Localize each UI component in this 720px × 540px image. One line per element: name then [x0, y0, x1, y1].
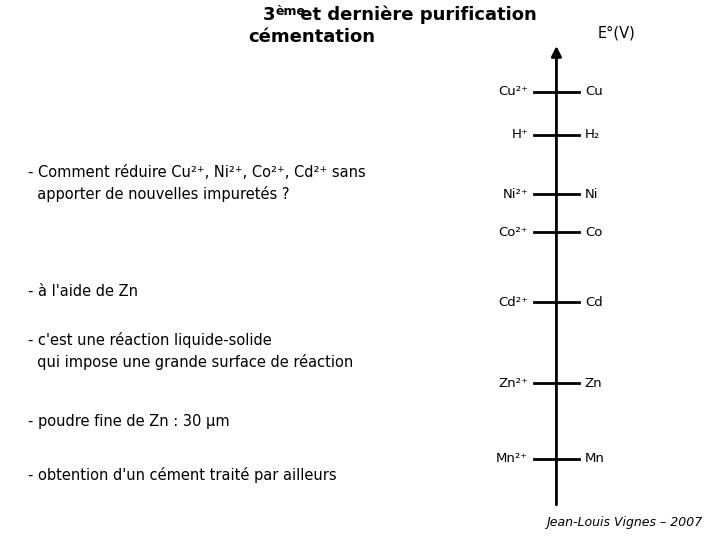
Text: ème: ème — [275, 5, 305, 18]
Text: Co: Co — [585, 226, 602, 239]
Text: Ni: Ni — [585, 188, 598, 201]
Text: H₂: H₂ — [585, 129, 600, 141]
Text: Cd²⁺: Cd²⁺ — [498, 296, 528, 309]
Text: Ni²⁺: Ni²⁺ — [503, 188, 528, 201]
Text: - Comment réduire Cu²⁺, Ni²⁺, Co²⁺, Cd²⁺ sans
  apporter de nouvelles impuretés : - Comment réduire Cu²⁺, Ni²⁺, Co²⁺, Cd²⁺… — [28, 165, 366, 202]
Text: Cu: Cu — [585, 85, 603, 98]
Text: cémentation: cémentation — [248, 28, 375, 46]
Text: Jean-Louis Vignes – 2007: Jean-Louis Vignes – 2007 — [546, 516, 702, 529]
Text: et dernière purification: et dernière purification — [294, 6, 537, 24]
Text: - obtention d'un cément traité par ailleurs: - obtention d'un cément traité par aille… — [28, 467, 337, 483]
Text: Co²⁺: Co²⁺ — [498, 226, 528, 239]
Text: 3: 3 — [263, 6, 275, 24]
Text: Cu²⁺: Cu²⁺ — [498, 85, 528, 98]
Text: Mn: Mn — [585, 453, 605, 465]
Text: H⁺: H⁺ — [511, 129, 528, 141]
Text: - à l'aide de Zn: - à l'aide de Zn — [28, 284, 138, 299]
Text: Cd: Cd — [585, 296, 603, 309]
Text: Zn²⁺: Zn²⁺ — [498, 377, 528, 390]
Text: - c'est une réaction liquide-solide
  qui impose une grande surface de réaction: - c'est une réaction liquide-solide qui … — [28, 332, 354, 370]
Text: Mn²⁺: Mn²⁺ — [496, 453, 528, 465]
Text: E°(V): E°(V) — [598, 25, 636, 40]
Text: - poudre fine de Zn : 30 μm: - poudre fine de Zn : 30 μm — [28, 414, 230, 429]
Text: Zn: Zn — [585, 377, 603, 390]
